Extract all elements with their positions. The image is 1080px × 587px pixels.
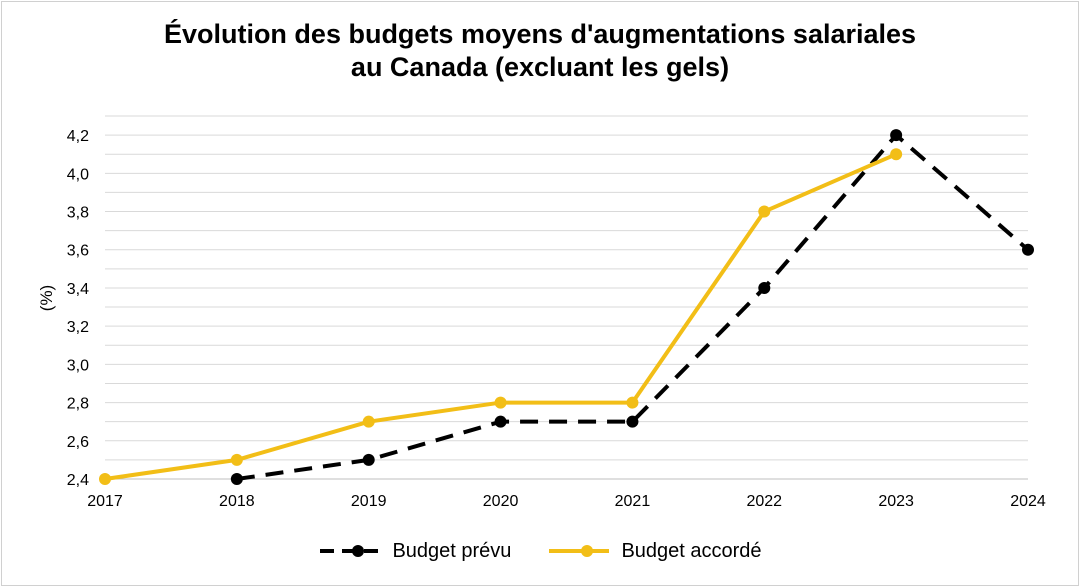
- data-point-budget-accorde: [626, 396, 639, 409]
- x-tick-label: 2024: [1010, 493, 1046, 510]
- x-tick-label: 2019: [351, 493, 387, 510]
- x-tick-labels: 2017 2018 2019 2020 2021 2022 2023 2024: [87, 493, 1046, 510]
- y-tick-label: 2,8: [67, 396, 89, 413]
- x-tick-label: 2020: [483, 493, 519, 510]
- x-tick-label: 2021: [615, 493, 651, 510]
- y-tick-label: 2,4: [67, 472, 89, 489]
- y-tick-labels: 2,4 2,6 2,8 3,0 3,2 3,4 3,6 3,8 4,0 4,2: [67, 128, 89, 489]
- data-point-budget-prevu: [626, 415, 639, 428]
- data-point-budget-prevu: [362, 453, 375, 466]
- data-point-budget-accorde: [890, 148, 903, 161]
- y-tick-label: 3,6: [67, 243, 89, 260]
- y-tick-label: 2,6: [67, 434, 89, 451]
- y-tick-label: 4,2: [67, 128, 89, 145]
- y-axis-label: (%): [37, 285, 56, 311]
- data-point-budget-accorde: [758, 205, 771, 218]
- gridlines: [105, 115, 1028, 480]
- data-point-budget-accorde: [230, 453, 243, 466]
- data-point-budget-prevu: [494, 415, 507, 428]
- legend-item-budget-prevu: Budget prévu: [318, 540, 511, 563]
- series: [99, 129, 1034, 485]
- chart-title: Évolution des budgets moyens d'augmentat…: [0, 18, 1080, 84]
- data-point-budget-accorde: [362, 415, 375, 428]
- legend-swatch-budget-accorde: [549, 545, 610, 557]
- data-point-budget-prevu: [758, 281, 771, 294]
- legend: Budget prévu Budget accordé: [0, 536, 1080, 566]
- x-tick-label: 2018: [219, 493, 255, 510]
- y-tick-label: 3,0: [67, 357, 89, 374]
- x-tick-label: 2017: [87, 493, 123, 510]
- legend-label-budget-prevu: Budget prévu: [392, 539, 512, 562]
- data-point-budget-accorde: [99, 473, 111, 485]
- data-point-budget-prevu: [1022, 243, 1034, 256]
- y-tick-label: 3,2: [67, 319, 89, 336]
- data-point-budget-prevu: [890, 129, 903, 142]
- data-point-budget-prevu: [230, 473, 243, 485]
- y-tick-label: 4,0: [67, 166, 89, 183]
- chart-title-line-2: au Canada (excluant les gels): [350, 52, 730, 82]
- y-tick-label: 3,4: [67, 281, 89, 298]
- chart-title-line-1: Évolution des budgets moyens d'augmentat…: [163, 19, 917, 49]
- data-point-budget-accorde: [494, 396, 507, 409]
- series-line-budget-accorde: [104, 152, 897, 481]
- x-tick-label: 2022: [746, 493, 782, 510]
- legend-label-budget-accorde: Budget accordé: [621, 539, 762, 562]
- y-tick-label: 3,8: [67, 205, 89, 222]
- legend-item-budget-accorde: Budget accordé: [547, 539, 762, 563]
- x-tick-label: 2023: [878, 493, 914, 510]
- legend-swatch-budget-prevu: [320, 545, 381, 557]
